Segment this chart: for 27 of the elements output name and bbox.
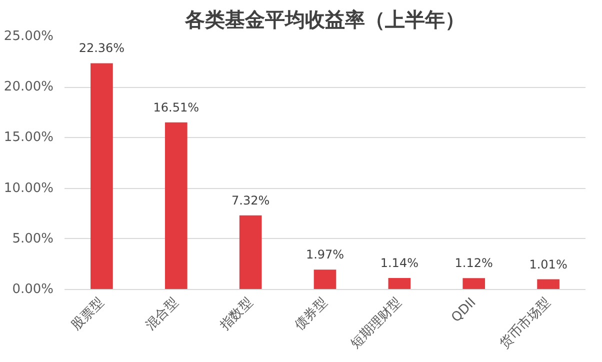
data-label: 1.12% [454,256,493,270]
x-tick-label: 混合型 [143,295,182,334]
bar [462,278,486,290]
y-tick-label: 5.00% [12,231,54,246]
x-tick-label: 货币市场型 [497,295,554,352]
bar [164,122,188,290]
x-tick-label: 短期理财型 [348,295,405,352]
y-tick-label: 10.00% [4,180,54,196]
bar [537,279,560,290]
bar [239,215,262,290]
x-tick-label: 股票型 [68,295,108,334]
data-label: 1.97% [306,248,344,262]
y-tick-label: 25.00% [4,29,54,44]
bar [388,278,411,290]
chart-title: 各类基金平均收益率（上半年） [184,8,465,32]
data-label: 16.51% [153,100,200,114]
data-label: 1.14% [380,256,418,270]
x-tick-label: 指数型 [216,295,256,334]
y-tick-label: 15.00% [4,130,54,146]
data-label: 1.01% [529,257,568,272]
y-tick-label: 0.00% [12,282,54,297]
bar [314,270,336,290]
data-label: 7.32% [232,193,270,208]
x-tick-label: 债券型 [292,295,330,334]
bar [90,63,113,290]
y-tick-label: 20.00% [4,80,54,95]
data-label: 22.36% [78,41,125,56]
